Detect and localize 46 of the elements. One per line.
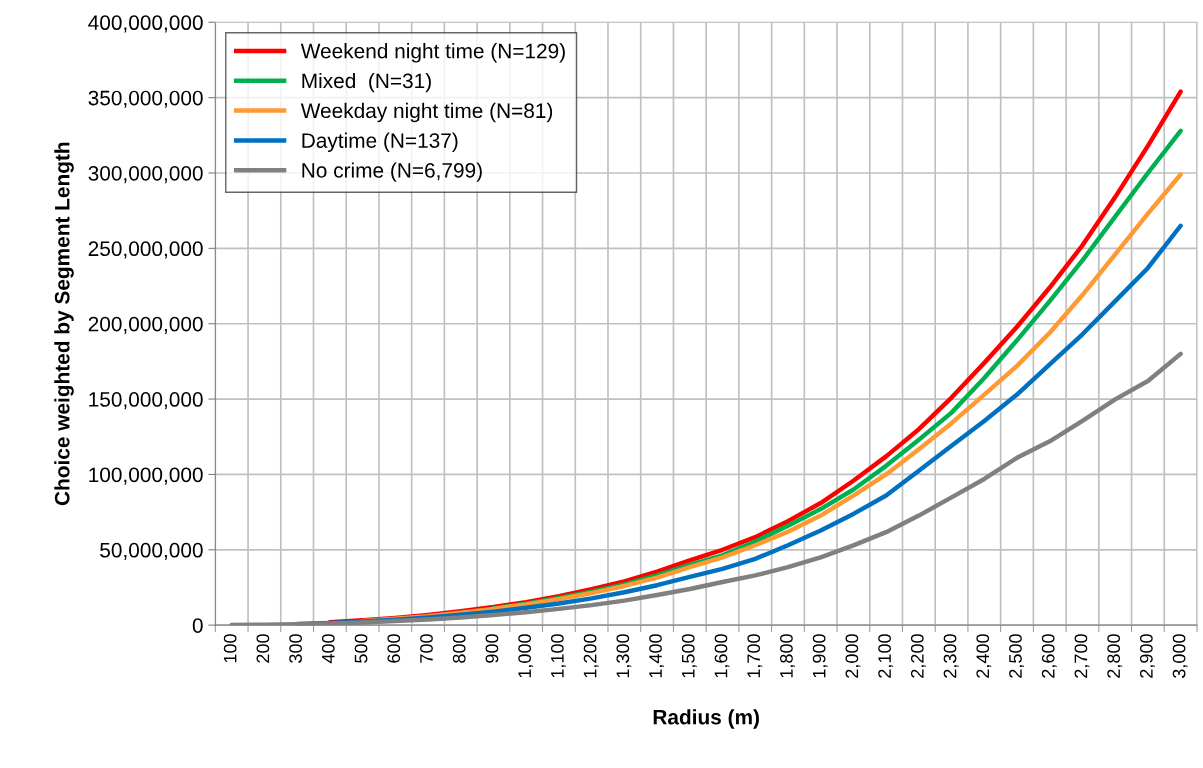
x-tick-label: 300 bbox=[289, 634, 302, 663]
x-tick-label: 600 bbox=[387, 634, 401, 663]
x-tick-label: 1,600 bbox=[714, 634, 730, 678]
x-tick-label: 1,100 bbox=[550, 634, 566, 678]
y-tick-label: 250,000,000 bbox=[88, 241, 203, 259]
y-tick-label: 200,000,000 bbox=[88, 316, 203, 334]
x-axis-title: Radius (m) bbox=[653, 709, 759, 729]
x-tick-label: 1,200 bbox=[583, 634, 599, 678]
legend-label: Mixed (N=31) bbox=[302, 72, 431, 93]
x-tick-label: 2,200 bbox=[910, 634, 926, 678]
y-tick-label: 0 bbox=[192, 618, 203, 633]
legend-label: Weekday night time (N=81) bbox=[300, 102, 553, 123]
x-tick-label: 1,000 bbox=[518, 634, 534, 678]
y-tick-label: 50,000,000 bbox=[100, 542, 203, 561]
x-tick-label: 3,000 bbox=[1172, 634, 1188, 678]
x-tick-label: 2,800 bbox=[1107, 634, 1123, 678]
x-tick-label: 1,400 bbox=[649, 634, 665, 678]
x-tick-label: 2,000 bbox=[845, 634, 861, 678]
x-tick-label: 1,300 bbox=[616, 634, 632, 678]
y-axis-title: Choice weighted by Segment Length bbox=[54, 142, 74, 506]
x-tick-label: 900 bbox=[485, 634, 499, 663]
y-tick-label: 150,000,000 bbox=[89, 392, 203, 410]
x-tick-label: 2,400 bbox=[976, 634, 992, 678]
x-tick-label: 700 bbox=[420, 634, 433, 663]
x-tick-label: 2,500 bbox=[1009, 634, 1024, 678]
x-tick-label: 2,700 bbox=[1074, 634, 1090, 678]
x-tick-label: 400 bbox=[321, 634, 335, 664]
x-tick-label: 2,900 bbox=[1139, 634, 1155, 678]
y-tick-label: 300,000,000 bbox=[88, 165, 203, 184]
x-tick-label: 200 bbox=[256, 634, 270, 663]
y-tick-label: 350,000,000 bbox=[88, 90, 203, 108]
x-tick-label: 500 bbox=[354, 634, 368, 663]
x-tick-label: 100 bbox=[223, 634, 237, 663]
x-tick-label: 1,700 bbox=[747, 634, 763, 678]
x-tick-label: 1,800 bbox=[780, 634, 795, 678]
legend-label: Weekend night time (N=129) bbox=[300, 43, 565, 63]
x-tick-label: 1,500 bbox=[681, 634, 697, 678]
y-tick-label: 100,000,000 bbox=[89, 467, 203, 485]
x-tick-label: 2,300 bbox=[943, 634, 959, 678]
legend-label: Daytime (N=137) bbox=[302, 132, 458, 153]
y-tick-label: 400,000,000 bbox=[88, 15, 203, 33]
x-tick-label: 1,900 bbox=[812, 634, 828, 678]
x-tick-label: 2,100 bbox=[878, 634, 894, 678]
x-tick-label: 800 bbox=[452, 634, 466, 663]
x-tick-label: 2,600 bbox=[1041, 634, 1057, 678]
legend-label: No crime (N=6,799) bbox=[302, 162, 482, 182]
